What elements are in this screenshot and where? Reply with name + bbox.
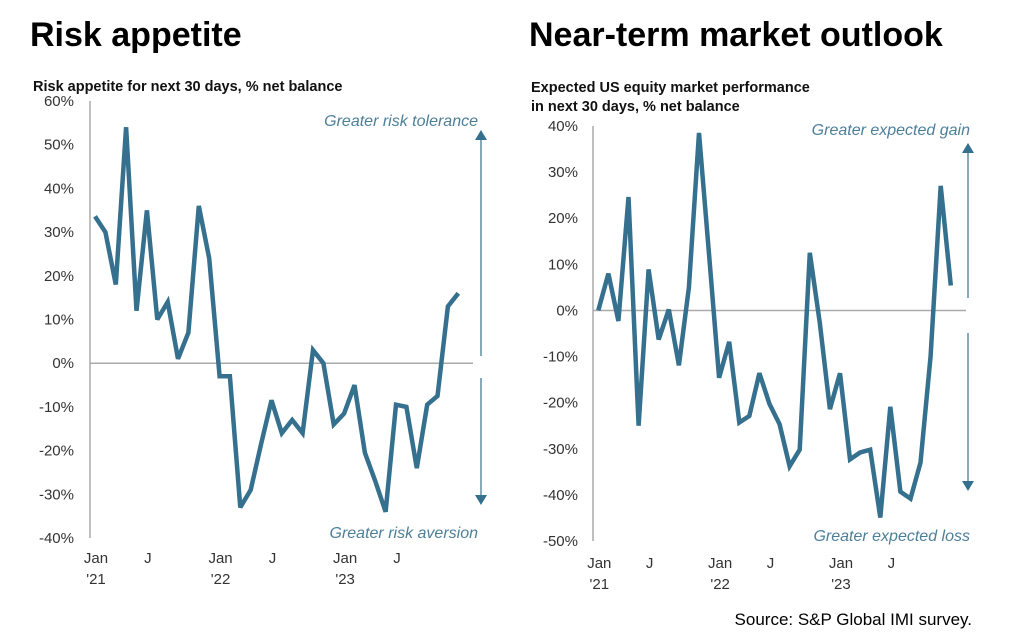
x-tick-year-label: '22 [211, 571, 231, 588]
y-tick-label: 10% [44, 312, 74, 329]
x-tick-label: Jan [208, 550, 232, 567]
annotation-top: Greater risk tolerance [324, 113, 478, 130]
y-tick-label: 40% [44, 180, 74, 197]
annotation-bottom: Greater risk aversion [330, 525, 479, 542]
x-tick-label: Jan [708, 555, 732, 572]
x-tick-label: Jan [84, 550, 108, 567]
x-tick-year-label: '23 [831, 576, 851, 593]
y-tick-label: -10% [543, 349, 578, 366]
y-tick-label: -40% [39, 530, 74, 547]
x-tick-label: Jan [829, 555, 853, 572]
right-chart-title: Near-term market outlook [529, 16, 943, 54]
x-tick-year-label: '21 [86, 571, 106, 588]
right-chart-subtitle: Expected US equity market performance [531, 80, 810, 96]
annotation-top: Greater expected gain [812, 122, 970, 139]
y-tick-label: 50% [44, 137, 74, 154]
up-arrow-icon [475, 130, 487, 140]
y-tick-label: 60% [44, 93, 74, 110]
y-tick-label: 10% [548, 256, 578, 273]
source-note: Source: S&P Global IMI survey. [735, 610, 972, 629]
y-tick-label: -20% [543, 395, 578, 412]
right-chart-subtitle-line2: in next 30 days, % net balance [531, 99, 740, 115]
x-tick-year-label: '23 [335, 571, 355, 588]
x-tick-label: J [646, 555, 654, 572]
x-tick-label: Jan [587, 555, 611, 572]
x-tick-year-label: '22 [710, 576, 730, 593]
down-arrow-icon [962, 481, 974, 491]
series-line [93, 127, 461, 513]
down-arrow-icon [475, 495, 487, 505]
y-tick-label: 30% [44, 224, 74, 241]
x-tick-label: J [393, 550, 401, 567]
left-chart: 60% 50% 40% 30% 20% 10% 0% -10% -20% -30% -40% Jan '… [39, 93, 487, 588]
y-tick-label: 20% [44, 268, 74, 285]
right-chart: 40% 30% 20% 10% 0% -10% -20% -30% -40% -50% Jan '21… [543, 118, 974, 593]
up-arrow-icon [962, 143, 974, 153]
y-tick-label: 0% [52, 355, 74, 372]
x-tick-label: J [767, 555, 775, 572]
y-tick-label: 0% [556, 302, 578, 319]
y-tick-label: 30% [548, 164, 578, 181]
y-tick-label: -50% [543, 533, 578, 550]
y-tick-label: 40% [548, 118, 578, 135]
x-tick-label: J [269, 550, 277, 567]
annotation-bottom: Greater expected loss [813, 528, 970, 545]
x-tick-year-label: '21 [590, 576, 610, 593]
left-chart-subtitle: Risk appetite for next 30 days, % net ba… [33, 79, 342, 95]
y-tick-label: -30% [543, 441, 578, 458]
x-tick-label: Jan [333, 550, 357, 567]
x-tick-label: J [888, 555, 896, 572]
y-tick-label: -30% [39, 486, 74, 503]
y-tick-label: -40% [543, 487, 578, 504]
x-tick-label: J [144, 550, 152, 567]
y-tick-label: -20% [39, 443, 74, 460]
y-tick-label: 20% [548, 210, 578, 227]
left-chart-title: Risk appetite [30, 16, 242, 54]
y-tick-label: -10% [39, 399, 74, 416]
series-line [596, 132, 954, 518]
